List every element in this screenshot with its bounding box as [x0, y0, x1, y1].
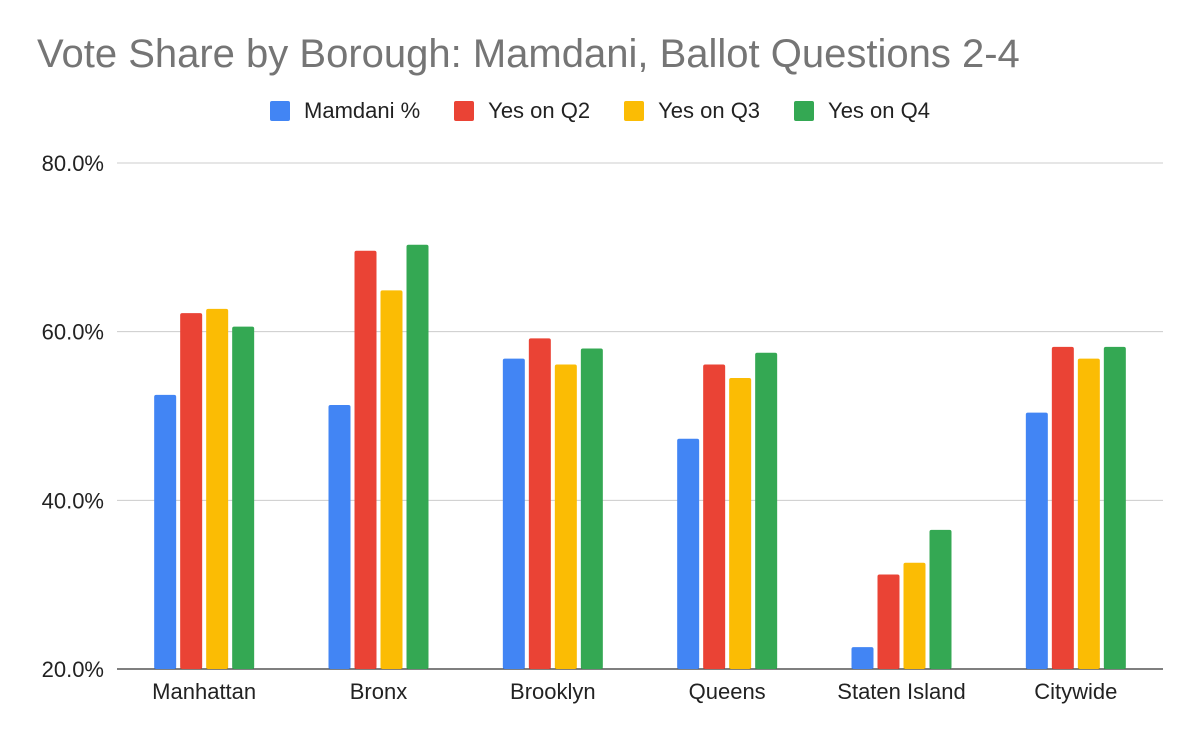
y-tick-label: 20.0%: [42, 657, 104, 682]
bar: [851, 647, 874, 669]
x-tick-label: Staten Island: [837, 679, 965, 704]
bar: [729, 378, 752, 669]
bar: [929, 529, 952, 669]
legend-swatch: [624, 101, 645, 121]
chart-title: Vote Share by Borough: Mamdani, Ballot Q…: [37, 32, 1020, 76]
bar: [755, 352, 778, 669]
bar: [1051, 346, 1074, 669]
bar: [1103, 346, 1126, 669]
bar: [677, 438, 700, 669]
bar: [154, 394, 177, 669]
bar: [554, 364, 577, 669]
bar: [528, 338, 551, 669]
bar: [1077, 358, 1100, 669]
bar: [502, 358, 525, 669]
legend-label: Yes on Q3: [658, 98, 761, 123]
legend: Mamdani % Yes on Q2 Yes on Q3 Yes on Q4: [0, 98, 1200, 124]
y-tick-label: 60.0%: [42, 320, 104, 345]
x-tick-label: Manhattan: [152, 679, 256, 704]
bar: [328, 405, 351, 669]
x-tick-label: Brooklyn: [510, 679, 596, 704]
legend-label: Mamdani %: [304, 98, 421, 123]
y-tick-label: 80.0%: [42, 151, 104, 176]
bar: [703, 364, 726, 669]
bar: [877, 574, 900, 669]
legend-item: Mamdani %: [270, 98, 420, 124]
legend-item: Yes on Q3: [624, 98, 760, 124]
y-tick-label: 40.0%: [42, 488, 104, 513]
legend-label: Yes on Q4: [828, 98, 930, 123]
x-tick-label: Bronx: [350, 679, 407, 704]
bar: [206, 308, 229, 669]
bar: [903, 562, 926, 669]
bar: [232, 326, 255, 669]
legend-item: Yes on Q4: [794, 98, 930, 124]
bar: [380, 290, 403, 669]
bar: [180, 313, 203, 669]
legend-swatch: [454, 101, 475, 121]
bar: [1025, 412, 1048, 669]
x-tick-label: Citywide: [1034, 679, 1117, 704]
legend-label: Yes on Q2: [488, 98, 591, 123]
bar: [580, 348, 603, 669]
legend-swatch: [270, 101, 291, 121]
legend-item: Yes on Q2: [454, 98, 590, 124]
bar: [406, 244, 429, 669]
legend-swatch: [794, 101, 815, 121]
x-tick-label: Queens: [689, 679, 766, 704]
bar: [354, 250, 377, 669]
